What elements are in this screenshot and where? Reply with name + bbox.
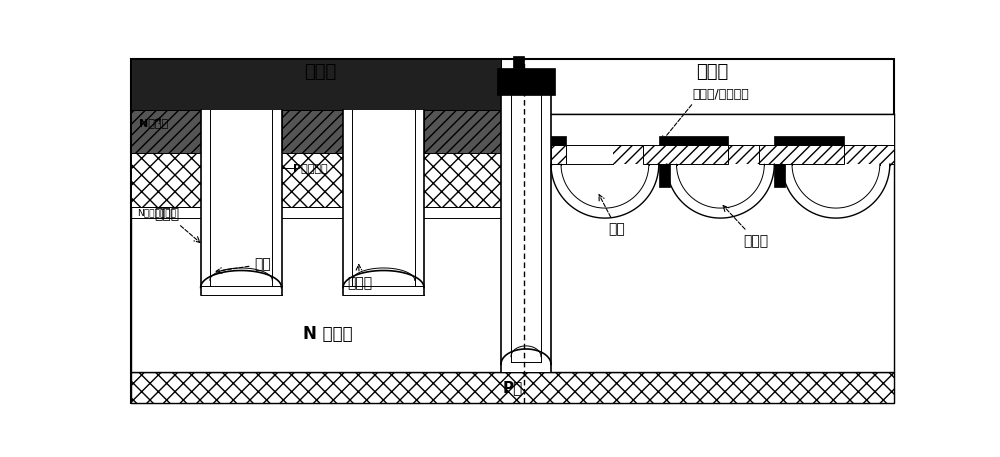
Bar	[551, 164, 659, 223]
Bar	[497, 68, 555, 95]
Bar	[551, 145, 613, 164]
Text: N 型衬底: N 型衬底	[303, 324, 353, 343]
Bar	[774, 164, 785, 187]
Bar	[282, 110, 343, 153]
Text: 保护环: 保护环	[723, 206, 769, 248]
Polygon shape	[561, 164, 649, 208]
Text: 氧化层: 氧化层	[154, 207, 200, 242]
Bar	[524, 145, 894, 164]
Bar	[666, 164, 774, 223]
Bar	[759, 145, 844, 164]
Bar	[659, 136, 728, 145]
Bar	[424, 110, 501, 153]
Bar	[541, 95, 551, 372]
Bar	[512, 56, 524, 68]
Bar	[501, 95, 551, 372]
Bar	[524, 114, 894, 145]
Bar	[343, 286, 424, 295]
Bar	[343, 110, 352, 295]
Bar	[131, 153, 524, 207]
Text: 沟槽: 沟槽	[599, 195, 626, 236]
Bar	[643, 145, 728, 164]
Bar	[415, 110, 424, 295]
Text: P型: P型	[502, 380, 523, 395]
Text: 多晶硅: 多晶硅	[347, 265, 372, 290]
Polygon shape	[782, 164, 890, 218]
Bar	[131, 372, 894, 403]
Bar	[501, 362, 551, 372]
Text: N型电荷贮存层: N型电荷贮存层	[137, 208, 176, 217]
Polygon shape	[677, 164, 764, 208]
Polygon shape	[551, 164, 659, 218]
Polygon shape	[666, 164, 774, 218]
Bar	[343, 110, 424, 295]
Bar	[352, 110, 415, 286]
Text: 有源区: 有源区	[304, 63, 336, 81]
Bar	[131, 114, 894, 372]
Polygon shape	[792, 164, 880, 208]
Bar	[272, 110, 282, 295]
Text: P型沟道区: P型沟道区	[293, 163, 328, 173]
Bar	[659, 164, 670, 187]
Bar	[131, 110, 201, 153]
Bar	[201, 110, 210, 295]
Bar	[201, 110, 282, 295]
Bar	[782, 164, 890, 223]
Bar	[551, 145, 566, 164]
Bar	[551, 136, 566, 145]
Bar	[511, 95, 541, 362]
Bar	[131, 58, 501, 110]
Text: 沟槽: 沟槽	[216, 257, 271, 273]
Bar	[774, 136, 844, 145]
Text: 终端区: 终端区	[697, 63, 729, 81]
Bar	[210, 110, 272, 286]
Bar	[201, 286, 282, 295]
Text: 多晶硅/金属场板: 多晶硅/金属场板	[692, 88, 749, 101]
Text: N型源区: N型源区	[139, 118, 168, 128]
Bar	[501, 95, 511, 372]
